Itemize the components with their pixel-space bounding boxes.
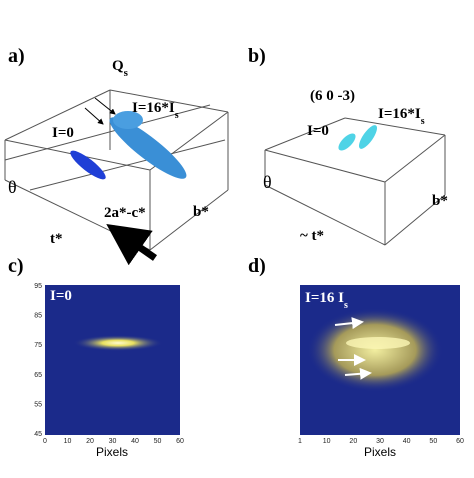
text: Q	[112, 58, 124, 74]
x-tick-label: 20	[349, 438, 357, 445]
reflection: (6 0 -3)	[310, 88, 355, 104]
x-tick-label: 60	[176, 438, 184, 445]
x-tick-label: 60	[456, 438, 464, 445]
y-ticks: 95 85 75 65 55 45	[34, 283, 42, 438]
theta: θ	[263, 172, 272, 192]
text: I=16*I	[132, 100, 175, 116]
y-tick-label: 55	[34, 401, 42, 408]
x-tick-label: 50	[154, 438, 162, 445]
x-tick-label: 50	[429, 438, 437, 445]
image-c	[45, 285, 180, 435]
q-label: Qs	[112, 58, 129, 79]
box-a	[4, 89, 229, 251]
panel-label: d)	[248, 255, 266, 277]
panel-label: a)	[8, 45, 25, 67]
y-tick-label: 75	[34, 342, 42, 349]
t-axis: ~ t*	[300, 228, 324, 244]
intensity-label: I=16 Is	[305, 290, 348, 311]
intensity-label: I=0	[50, 288, 72, 304]
x-tick-label: 1	[298, 438, 302, 445]
x-tick-label: 20	[86, 438, 94, 445]
text: I=16 I	[305, 290, 344, 306]
x-ticks: 0 10 20 30 40 50 60	[43, 438, 184, 445]
y-tick-label: 65	[34, 372, 42, 379]
sub: s	[124, 67, 129, 79]
x-label: Pixels	[96, 445, 128, 459]
intensity-label: I=16*Is	[132, 100, 179, 121]
b-axis: b*	[193, 204, 209, 220]
arrow	[84, 107, 104, 125]
arrow	[334, 317, 364, 330]
sub: s	[175, 110, 179, 121]
sub: s	[344, 300, 348, 311]
peak	[73, 335, 163, 351]
sub: s	[421, 116, 425, 127]
intensity-label: I=16*Is	[378, 106, 425, 127]
box-b	[264, 117, 446, 246]
big-arrow	[106, 223, 158, 266]
arrow	[94, 97, 116, 115]
peak-core	[346, 337, 410, 349]
y-tick-label: 95	[34, 283, 42, 290]
theta: θ	[8, 177, 17, 197]
b-axis: b*	[432, 193, 448, 209]
x-label: Pixels	[364, 445, 396, 459]
x-tick-label: 0	[43, 438, 47, 445]
blob-high-top	[113, 111, 143, 129]
direction: 2a*-c*	[104, 205, 146, 221]
x-tick-label: 10	[323, 438, 331, 445]
panel-label: c)	[8, 255, 24, 277]
intensity-label: I=0	[52, 125, 74, 141]
blob-low	[338, 133, 356, 151]
x-tick-label: 40	[131, 438, 139, 445]
x-ticks: 1 10 20 30 40 50 60	[298, 438, 464, 445]
y-tick-label: 45	[34, 431, 42, 438]
text: I=16*I	[378, 106, 421, 122]
x-tick-label: 30	[376, 438, 384, 445]
y-tick-label: 85	[34, 313, 42, 320]
x-tick-label: 40	[403, 438, 411, 445]
peak	[307, 308, 443, 392]
panel-label: b)	[248, 45, 266, 67]
t-axis: t*	[50, 231, 63, 247]
intensity-label: I=0	[307, 123, 329, 139]
blob-high	[358, 125, 378, 149]
x-tick-label: 10	[64, 438, 72, 445]
x-tick-label: 30	[109, 438, 117, 445]
blob-low	[70, 150, 106, 180]
blob-high	[109, 117, 187, 179]
arrow	[344, 367, 372, 380]
